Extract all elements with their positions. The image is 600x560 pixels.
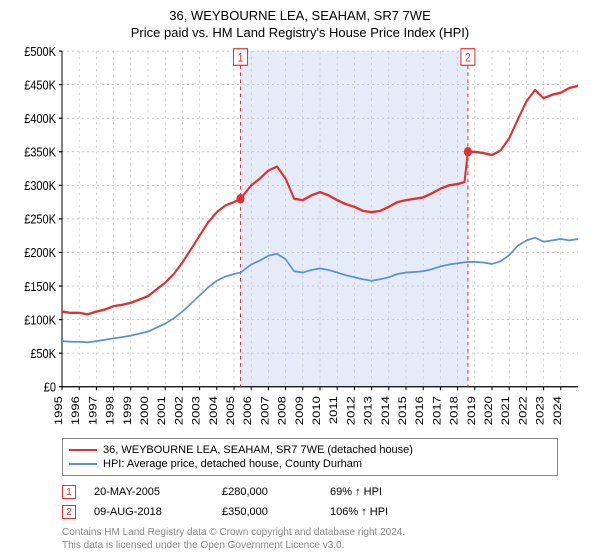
svg-text:1996: 1996 xyxy=(69,396,82,425)
svg-text:£250K: £250K xyxy=(24,212,56,227)
svg-text:2016: 2016 xyxy=(413,396,426,425)
svg-text:2023: 2023 xyxy=(534,396,547,425)
svg-text:£100K: £100K xyxy=(24,312,56,327)
legend-swatch xyxy=(69,449,97,451)
svg-text:2013: 2013 xyxy=(362,396,375,425)
svg-text:£350K: £350K xyxy=(24,145,56,160)
transaction-date: 09-AUG-2018 xyxy=(94,506,204,518)
footer: Contains HM Land Registry data © Crown c… xyxy=(62,526,558,552)
svg-text:2007: 2007 xyxy=(258,396,271,425)
svg-text:2005: 2005 xyxy=(224,396,237,425)
legend-swatch xyxy=(69,463,97,465)
svg-text:2014: 2014 xyxy=(379,396,392,425)
svg-text:2: 2 xyxy=(465,52,471,65)
svg-text:£400K: £400K xyxy=(24,111,56,126)
svg-text:2024: 2024 xyxy=(551,396,564,425)
svg-text:1998: 1998 xyxy=(104,396,117,425)
chart-container: 36, WEYBOURNE LEA, SEAHAM, SR7 7WE Price… xyxy=(0,0,600,560)
svg-text:2008: 2008 xyxy=(276,396,289,425)
transaction-row: 2 09-AUG-2018 £350,000 106% ↑ HPI xyxy=(62,502,558,522)
svg-text:2017: 2017 xyxy=(430,396,443,425)
title-main: 36, WEYBOURNE LEA, SEAHAM, SR7 7WE xyxy=(12,8,588,23)
svg-text:2003: 2003 xyxy=(190,396,203,425)
svg-text:2010: 2010 xyxy=(310,396,323,425)
svg-text:2009: 2009 xyxy=(293,396,306,425)
legend: 36, WEYBOURNE LEA, SEAHAM, SR7 7WE (deta… xyxy=(62,438,558,476)
svg-text:1995: 1995 xyxy=(52,396,65,425)
footer-line2: This data is licensed under the Open Gov… xyxy=(62,539,558,552)
svg-text:2012: 2012 xyxy=(344,396,357,425)
legend-label: HPI: Average price, detached house, Coun… xyxy=(103,458,362,470)
transaction-date: 20-MAY-2005 xyxy=(94,486,204,498)
transaction-marker: 2 xyxy=(62,505,76,519)
svg-text:2020: 2020 xyxy=(482,396,495,425)
svg-text:2015: 2015 xyxy=(396,396,409,425)
legend-row: 36, WEYBOURNE LEA, SEAHAM, SR7 7WE (deta… xyxy=(69,443,551,457)
svg-text:2021: 2021 xyxy=(499,396,512,425)
svg-text:2000: 2000 xyxy=(138,396,151,425)
svg-text:2001: 2001 xyxy=(155,396,168,425)
transaction-price: £280,000 xyxy=(222,486,312,498)
svg-text:2011: 2011 xyxy=(327,396,340,424)
svg-text:1999: 1999 xyxy=(121,396,134,425)
legend-row: HPI: Average price, detached house, Coun… xyxy=(69,457,551,471)
svg-text:£300K: £300K xyxy=(24,178,56,193)
svg-text:£0: £0 xyxy=(44,380,57,395)
svg-text:1: 1 xyxy=(238,52,244,65)
chart-svg: £0 £50K £100K £150K £200K £250K £300K £350K £400… xyxy=(12,44,588,434)
svg-text:2004: 2004 xyxy=(207,396,220,425)
svg-text:2019: 2019 xyxy=(465,396,478,425)
svg-text:2002: 2002 xyxy=(172,396,185,425)
footer-line1: Contains HM Land Registry data © Crown c… xyxy=(62,526,558,539)
svg-text:£150K: £150K xyxy=(24,279,56,294)
svg-text:1997: 1997 xyxy=(86,396,99,425)
chart-area: £0 £50K £100K £150K £200K £250K £300K £350K £400… xyxy=(12,44,588,434)
svg-text:£200K: £200K xyxy=(24,245,56,260)
svg-text:£500K: £500K xyxy=(24,44,56,59)
transaction-relative: 69% ↑ HPI xyxy=(330,486,440,498)
title-sub: Price paid vs. HM Land Registry's House … xyxy=(12,25,588,40)
svg-text:£50K: £50K xyxy=(30,346,56,361)
title-block: 36, WEYBOURNE LEA, SEAHAM, SR7 7WE Price… xyxy=(12,8,588,40)
transaction-marker: 1 xyxy=(62,485,76,499)
svg-text:2022: 2022 xyxy=(516,396,529,425)
transaction-row: 1 20-MAY-2005 £280,000 69% ↑ HPI xyxy=(62,482,558,502)
transaction-price: £350,000 xyxy=(222,506,312,518)
svg-text:2006: 2006 xyxy=(241,396,254,425)
transaction-relative: 106% ↑ HPI xyxy=(330,506,440,518)
svg-text:2018: 2018 xyxy=(448,396,461,425)
svg-text:£450K: £450K xyxy=(24,78,56,93)
transaction-rows: 1 20-MAY-2005 £280,000 69% ↑ HPI 2 09-AUG-201… xyxy=(62,482,558,522)
legend-label: 36, WEYBOURNE LEA, SEAHAM, SR7 7WE (deta… xyxy=(103,444,413,456)
